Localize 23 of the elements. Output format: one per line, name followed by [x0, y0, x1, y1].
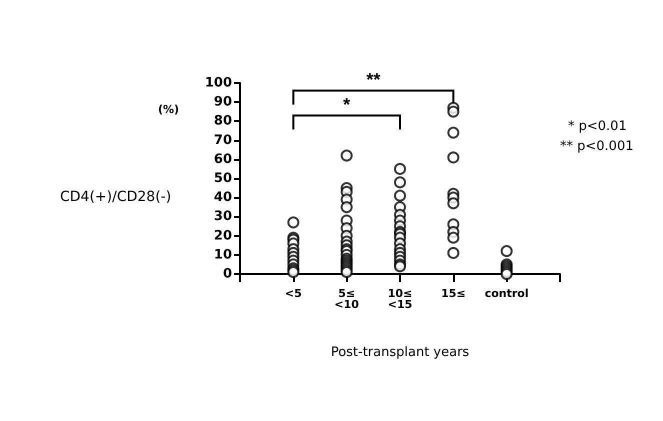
y-tick-label: 70	[214, 132, 232, 148]
x-axis-title: Post-transplant years	[330, 345, 470, 360]
y-tick-label: 20	[214, 228, 232, 244]
annotation: ** p<0.001	[560, 139, 634, 154]
x-tick-label: 5≤ <10	[334, 287, 360, 311]
x-tick-label: <5	[284, 287, 302, 300]
y-tick-label: 50	[214, 171, 232, 186]
y-tick-label: 0	[222, 266, 232, 282]
y-tick-label: 30	[214, 209, 232, 224]
text: * p<0.01	[568, 119, 627, 134]
y-tick-label: 60	[214, 152, 232, 167]
y-tick-label: 90	[214, 94, 232, 110]
y-tick-label: 80	[214, 114, 232, 129]
text: (%)	[158, 103, 180, 116]
y-tick-label: 100	[204, 76, 232, 90]
annotation: *	[343, 94, 350, 114]
y-tick-label: 10	[214, 247, 232, 262]
y-axis-title: CD4(+)/CD28(-)	[60, 189, 172, 205]
annotation: **	[366, 70, 380, 90]
x-tick-label: 10≤ <15	[388, 287, 412, 311]
y-tick-label: 40	[214, 190, 232, 206]
x-tick-label: control	[484, 287, 529, 300]
x-tick-label: 15≤	[441, 287, 466, 300]
